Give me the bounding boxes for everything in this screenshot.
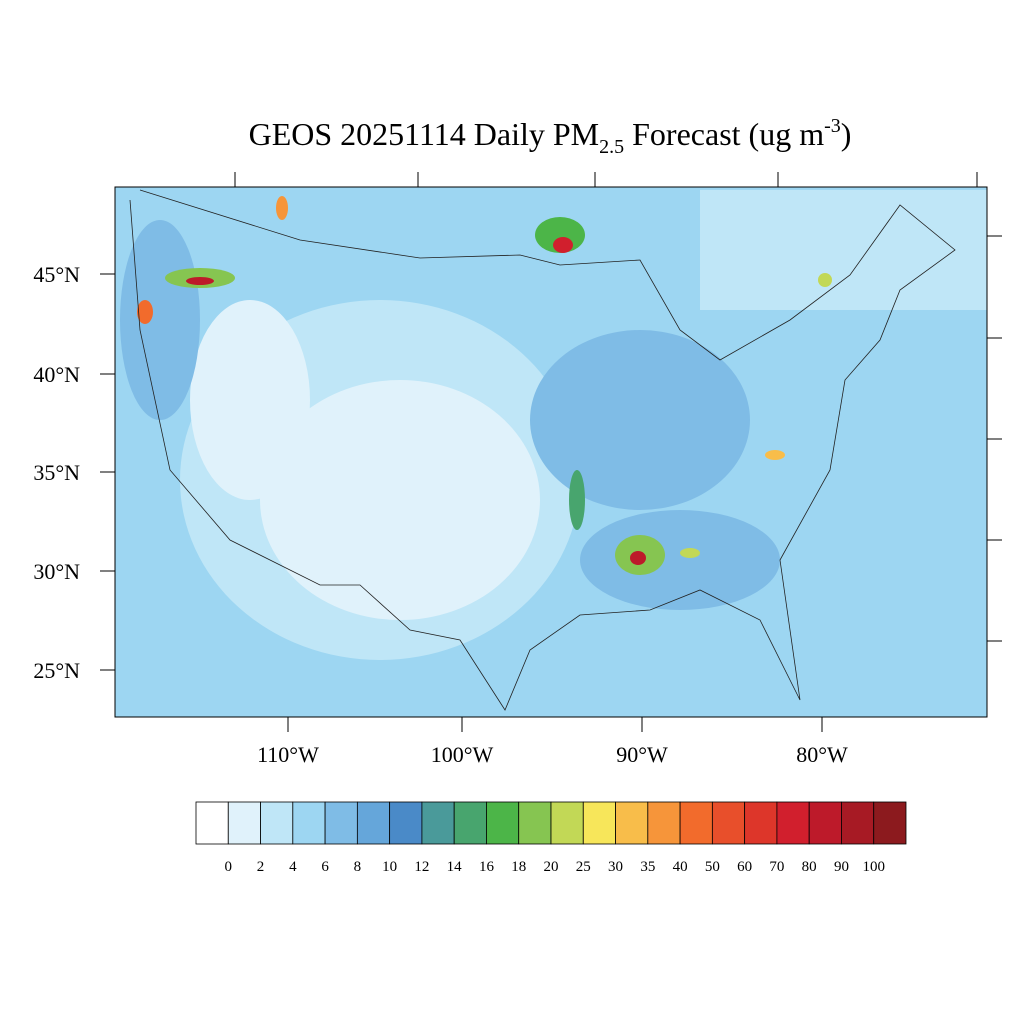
colorbar-label: 100 <box>862 859 885 875</box>
latitude-label: 25°N <box>33 658 80 683</box>
colorbar-box <box>292 801 326 845</box>
colorbar-box <box>615 801 649 845</box>
longitude-label: 80°W <box>796 742 848 767</box>
hotspot <box>630 551 646 565</box>
map-field <box>115 187 987 717</box>
title-subscript: 2.5 <box>599 136 624 158</box>
colorbar-box <box>195 801 229 845</box>
colorbar-label: 6 <box>321 859 329 875</box>
latitude-label: 40°N <box>33 362 80 387</box>
title-middle: Forecast (ug m <box>624 116 824 152</box>
plot-frame <box>114 186 988 718</box>
colorbar-box <box>808 801 842 845</box>
colorbar-label: 40 <box>673 859 688 875</box>
colorbar-box <box>582 801 616 845</box>
field-region <box>580 510 780 610</box>
colorbar-label: 60 <box>737 859 752 875</box>
hotspot <box>137 300 153 324</box>
colorbar-label: 2 <box>257 859 265 875</box>
title-main: GEOS 20251114 Daily PM <box>249 116 600 152</box>
axis-labels: 45°N 40°N 35°N 30°N 25°N 110°W 100°W 90°W 80°W <box>33 262 848 767</box>
colorbar-box <box>356 801 391 845</box>
colorbar-box <box>841 801 875 845</box>
hotspot <box>276 196 288 220</box>
colorbar-box <box>776 801 810 845</box>
colorbar-box <box>421 801 455 845</box>
hotspot <box>553 237 573 253</box>
colorbar-label: 80 <box>802 859 817 875</box>
colorbar-label: 20 <box>544 859 559 875</box>
colorbar-label: 30 <box>608 859 623 875</box>
field-region <box>120 220 200 420</box>
colorbar-box <box>453 801 487 845</box>
latitude-label: 35°N <box>33 460 80 485</box>
colorbar-box <box>260 801 294 845</box>
colorbar: 0 2 4 6 8 10 12 14 16 18 20 25 30 35 40 50 60 70 80 90 100 <box>195 801 907 875</box>
colorbar-box <box>486 801 520 845</box>
colorbar-box <box>389 801 423 845</box>
coastline-border <box>129 189 956 711</box>
colorbar-label: 50 <box>705 859 720 875</box>
colorbar-label: 25 <box>576 859 591 875</box>
field-region <box>260 380 540 620</box>
colorbar-label: 18 <box>511 859 526 875</box>
colorbar-label: 0 <box>225 859 233 875</box>
hotspot <box>186 277 214 285</box>
colorbar-label: 35 <box>640 859 655 875</box>
colorbar-label: 14 <box>447 859 463 875</box>
colorbar-box <box>324 801 358 845</box>
title: GEOS 20251114 Daily PM2.5 Forecast (ug m… <box>249 115 852 158</box>
colorbar-box <box>518 801 552 845</box>
latitude-label: 30°N <box>33 559 80 584</box>
colorbar-box <box>711 801 746 845</box>
frame-ticks <box>100 172 1002 732</box>
hotspot <box>569 470 585 530</box>
colorbar-label: 70 <box>769 859 784 875</box>
colorbar-box <box>744 801 778 845</box>
title-superscript: -3 <box>824 115 841 137</box>
field-region <box>530 330 750 510</box>
colorbar-label: 90 <box>834 859 849 875</box>
field-region <box>190 300 310 500</box>
latitude-label: 45°N <box>33 262 80 287</box>
colorbar-box <box>647 801 681 845</box>
hotspot <box>765 450 785 460</box>
field-region <box>700 190 987 310</box>
longitude-label: 100°W <box>431 742 494 767</box>
longitude-label: 110°W <box>257 742 319 767</box>
colorbar-label: 10 <box>382 859 397 875</box>
colorbar-box <box>227 801 261 845</box>
colorbar-label: 4 <box>289 859 297 875</box>
hotspot <box>680 548 700 558</box>
colorbar-label: 12 <box>414 859 429 875</box>
longitude-label: 90°W <box>616 742 668 767</box>
colorbar-label: 8 <box>354 859 362 875</box>
title-end: ) <box>841 116 852 152</box>
colorbar-box <box>679 801 713 845</box>
colorbar-box <box>550 801 584 845</box>
colorbar-label: 16 <box>479 859 495 875</box>
colorbar-box <box>873 801 907 845</box>
hotspot <box>818 273 832 287</box>
